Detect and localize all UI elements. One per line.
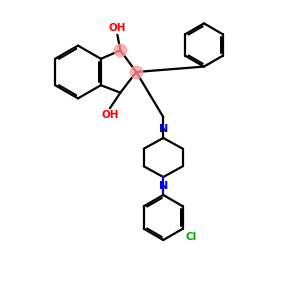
Text: OH: OH xyxy=(101,110,118,120)
Text: N: N xyxy=(159,124,168,134)
Text: Cl: Cl xyxy=(185,232,196,242)
Text: N: N xyxy=(159,181,168,190)
Text: OH: OH xyxy=(109,23,126,33)
